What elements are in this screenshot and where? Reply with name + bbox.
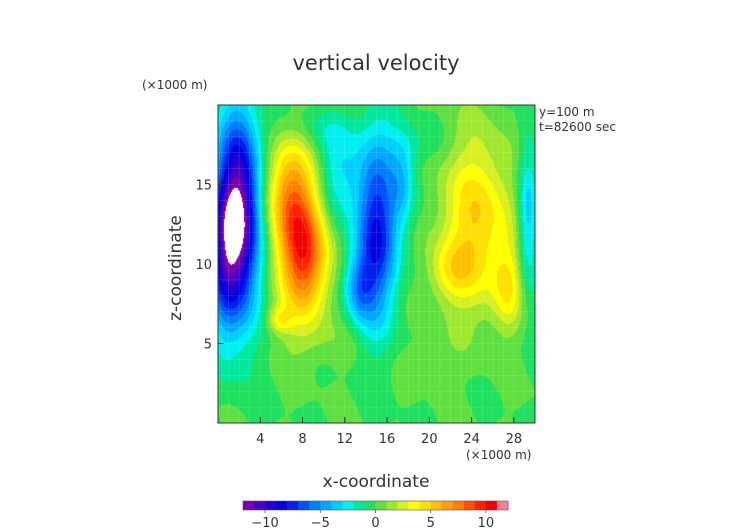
colorbar-swatch [463, 501, 476, 510]
colorbar-swatch [331, 501, 343, 510]
colorbar-ticks: −10 −5 0 5 10 [251, 510, 494, 531]
colorbar-tick-label: 5 [427, 516, 435, 531]
colorbar-swatch [452, 501, 465, 510]
colorbar: −10 −5 0 5 10 [242, 500, 509, 531]
x-axis-label: x-coordinate [323, 472, 430, 492]
annotation-y-position: y=100 m [539, 105, 595, 119]
y-tick-label: 10 [195, 258, 212, 273]
x-unit-label: (×1000 m) [466, 448, 531, 462]
y-axis-ticks: 5 10 15 [195, 179, 224, 353]
x-tick-label: 4 [256, 432, 264, 447]
y-unit-label: (×1000 m) [142, 78, 207, 92]
colorbar-swatch [342, 501, 354, 510]
plot-area: 4 8 12 16 20 24 28 5 10 15 [195, 104, 536, 447]
colorbar-swatches [243, 501, 509, 510]
y-tick-label: 15 [195, 179, 212, 194]
colorbar-swatch [243, 501, 255, 510]
colorbar-swatch [353, 501, 365, 510]
colorbar-swatch [320, 501, 332, 510]
colorbar-tick-label: 10 [478, 516, 495, 531]
x-tick-label: 12 [337, 432, 354, 447]
x-tick-label: 16 [379, 432, 396, 447]
colorbar-swatch [419, 501, 432, 510]
colorbar-tick-label: −10 [251, 516, 278, 531]
colorbar-swatch [265, 501, 277, 510]
annotation-time: t=82600 sec [539, 120, 616, 134]
colorbar-swatch [254, 501, 266, 510]
y-tick-label: 5 [204, 338, 212, 353]
colorbar-tick-label: −5 [311, 516, 330, 531]
colorbar-swatch [386, 501, 398, 510]
x-tick-label: 28 [506, 432, 523, 447]
colorbar-swatch [496, 501, 509, 510]
x-tick-label: 24 [463, 432, 480, 447]
chart-title: vertical velocity [292, 51, 459, 75]
x-tick-label: 20 [421, 432, 438, 447]
colorbar-swatch [441, 501, 454, 510]
colorbar-swatch [408, 501, 420, 510]
colorbar-swatch [375, 501, 387, 510]
colorbar-swatch [430, 501, 443, 510]
x-tick-label: 8 [298, 432, 306, 447]
colorbar-swatch [485, 501, 498, 510]
grid [218, 105, 535, 423]
colorbar-swatch [309, 501, 321, 510]
colorbar-swatch [397, 501, 409, 510]
heatmap-field [218, 105, 535, 423]
colorbar-swatch [364, 501, 376, 510]
y-axis-label: z-coordinate [166, 215, 186, 321]
colorbar-swatch [276, 501, 288, 510]
colorbar-swatch [298, 501, 310, 510]
x-axis-ticks: 4 8 12 16 20 24 28 [256, 417, 522, 447]
colorbar-tick-label: 0 [371, 516, 379, 531]
colorbar-swatch [474, 501, 487, 510]
colorbar-swatch [287, 501, 299, 510]
